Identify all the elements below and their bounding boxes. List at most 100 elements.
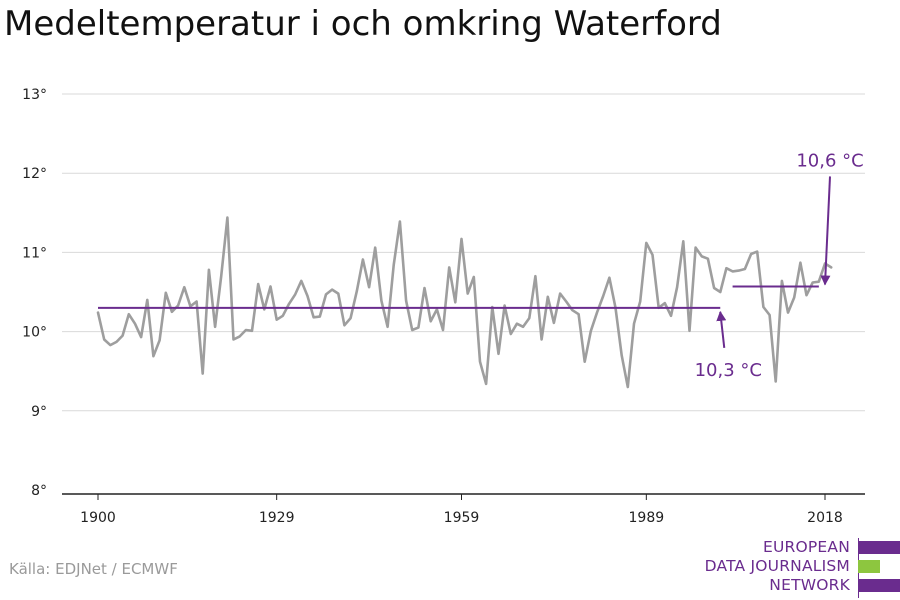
data-point [442,329,444,331]
x-tick-label: 2018 [807,510,843,526]
y-tick-label: 8° [31,483,47,499]
data-point [430,320,432,322]
data-point [577,313,580,315]
data-point [670,315,672,317]
data-point [651,254,654,256]
logo-line-2: DATA JOURNALISM [704,557,850,575]
annotations: 10,3 °C 10,6 °C [695,150,864,380]
data-point [325,293,327,295]
data-point [602,295,604,297]
data-point [596,311,598,314]
data-point [559,292,561,295]
data-point [590,330,592,332]
data-point [713,287,715,289]
data-point [294,293,296,295]
data-point [171,311,173,313]
data-point [319,315,321,318]
data-point [571,309,573,311]
x-tick-label: 1959 [444,510,480,526]
data-point [202,372,204,375]
data-point [362,258,364,261]
data-point [639,300,641,303]
data-point [756,251,758,253]
x-tick-label: 1900 [80,510,116,526]
data-point [522,326,524,328]
data-point [288,303,290,305]
data-point [731,270,734,273]
data-point [405,300,407,302]
y-tick-label: 11° [22,245,47,261]
data-point [775,380,777,383]
data-point [189,305,192,307]
edjnet-logo: EUROPEAN DATA JOURNALISM NETWORK [690,538,900,598]
data-point [337,292,339,295]
data-point [300,280,302,282]
y-tick-label: 10° [22,325,47,341]
data-point [725,267,728,269]
annotation-label-10-3: 10,3 °C [695,360,762,381]
annotation-label-10-6: 10,6 °C [796,150,863,171]
data-point [473,276,475,278]
data-point [183,286,185,288]
data-point [257,283,259,285]
series-line [96,216,833,389]
data-point [608,277,610,279]
data-point [374,247,376,249]
data-point [226,216,228,219]
data-point [331,289,333,291]
x-axis: 1900 1929 1959 1989 2018 [62,493,865,526]
data-point [707,258,709,260]
data-point [251,330,253,332]
data-point [540,338,543,341]
data-point [467,292,469,295]
data-point [682,240,684,242]
data-point [350,317,352,319]
annotation-arrow-10-6 [820,176,831,286]
data-point [269,285,272,288]
data-point [146,299,148,301]
data-point [688,330,691,332]
chart-title: Medeltemperatur i och omkring Waterford [4,4,722,44]
data-point [584,361,586,363]
data-point [799,262,801,264]
logo-line-1: EUROPEAN [762,538,850,556]
data-point [152,355,155,357]
logo-line-3: NETWORK [769,576,850,594]
data-point [97,311,99,314]
data-point [676,286,678,288]
data-point [386,326,389,328]
data-point [460,238,463,240]
data-point [214,326,216,328]
data-point [719,291,721,293]
data-point [768,314,771,316]
data-point [781,280,783,282]
annotation-arrow-10-3 [716,310,727,348]
data-point [479,361,481,363]
data-point [621,354,623,356]
data-point [448,266,450,269]
data-point [627,386,629,388]
data-point [356,290,358,292]
data-point [787,311,789,314]
data-point [423,287,426,289]
data-point [380,300,383,302]
data-point [547,296,549,298]
y-tick-label: 12° [22,166,47,182]
data-point [399,220,401,223]
logo-bar-purple-bottom [858,579,900,592]
data-point [528,317,530,319]
data-point [454,301,456,303]
data-point [417,327,419,329]
data-point [504,304,506,307]
x-tick-label: 1989 [629,510,665,526]
data-point [220,275,222,277]
data-point [343,324,346,326]
data-point [195,300,198,303]
data-point [368,286,370,288]
y-tick-label: 13° [22,87,47,103]
data-point [793,296,795,299]
data-point [313,316,315,318]
data-point [177,304,179,307]
data-point [393,264,395,266]
data-point [485,383,487,385]
